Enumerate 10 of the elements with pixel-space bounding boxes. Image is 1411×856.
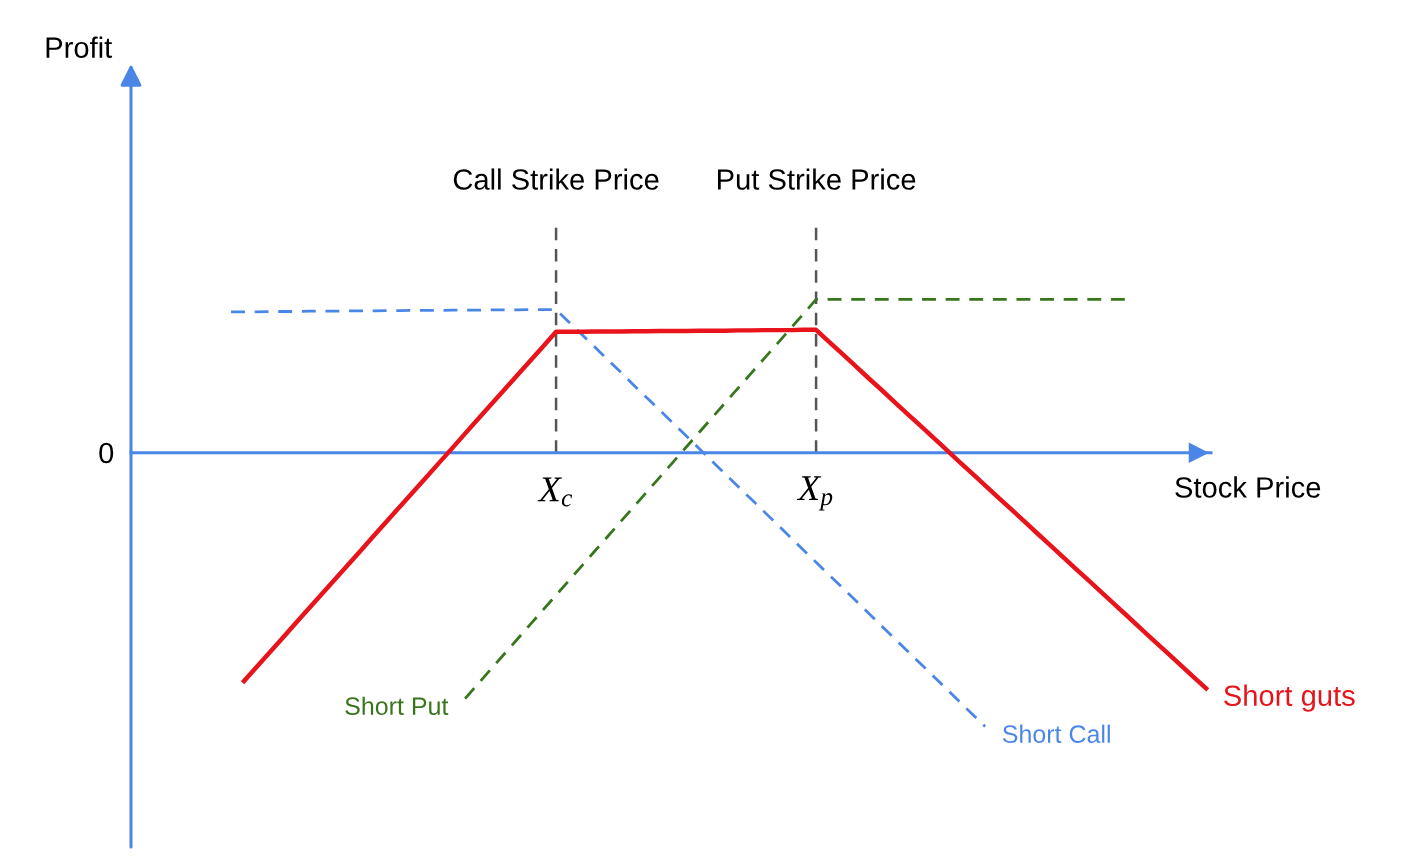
x-axis-title: Stock Price [1175,476,1321,498]
text: Profit [46,36,113,58]
ref-line-label: Put Strike Price [717,168,916,190]
series-label: Short guts [1224,684,1355,712]
x-tick-label: X$_{p}$ [796,476,833,511]
series-label: Short Call [1002,724,1110,743]
text: 0 [99,442,114,464]
ref-line-label: Call Strike Price [453,168,659,190]
x-tick-label: X$_{c}$ [537,477,573,507]
series-label: Short Put [345,696,449,716]
